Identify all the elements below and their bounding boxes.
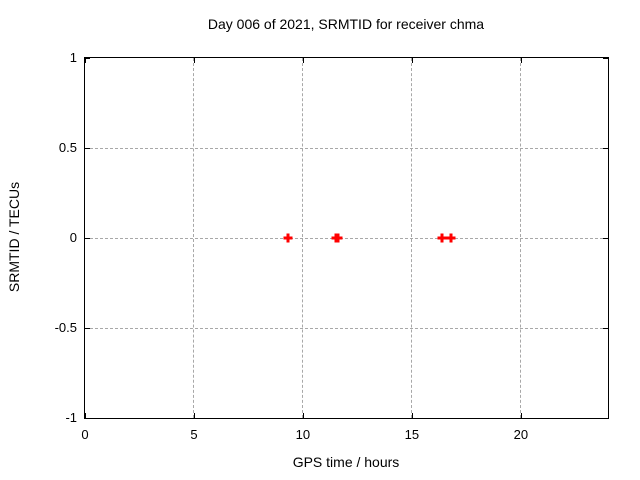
x-tick-label: 20	[513, 427, 529, 442]
y-tick-right	[603, 58, 608, 59]
x-tick-top	[193, 58, 195, 63]
x-tick-bottom	[193, 413, 195, 418]
x-tick-bottom	[520, 413, 522, 418]
x-tick-bottom	[302, 413, 304, 418]
y-tick-label: -0.5	[54, 320, 77, 335]
marker-vbar	[336, 233, 340, 243]
x-tick-label: 15	[404, 427, 420, 442]
x-tick-top	[520, 58, 522, 63]
y-tick-left	[85, 58, 90, 59]
marker-vbar	[440, 233, 444, 243]
marker-vbar	[449, 233, 453, 243]
y-tick-right	[603, 238, 608, 239]
x-axis-label: GPS time / hours	[292, 454, 400, 470]
x-tick-bottom	[411, 413, 413, 418]
data-point-marker	[333, 233, 343, 243]
x-tick-top	[302, 58, 304, 63]
x-tick-label: 5	[190, 427, 198, 442]
x-tick-top	[85, 58, 86, 63]
y-tick-label: 0.5	[58, 140, 77, 155]
y-tick-right	[603, 418, 608, 419]
y-gridline	[85, 237, 608, 239]
marker-vbar	[286, 233, 290, 243]
y-tick-label: 0	[69, 230, 77, 245]
y-tick-right	[603, 328, 608, 329]
plot-area: 0 5 10 15 20 -1 -0.5 0 0.5 1	[55, 50, 609, 442]
x-tick-label: 0	[81, 427, 89, 442]
x-tick-top	[411, 58, 413, 63]
y-gridline	[85, 147, 608, 149]
chart-title: Day 006 of 2021, SRMTID for receiver chm…	[207, 16, 485, 32]
y-tick-left	[85, 418, 90, 419]
data-point-marker	[437, 233, 447, 243]
x-tick-label: 10	[295, 427, 311, 442]
y-tick-left	[85, 328, 90, 329]
y-gridline	[85, 327, 608, 329]
x-tick-bottom	[85, 413, 86, 418]
y-tick-label: 1	[69, 50, 77, 65]
data-point-marker	[283, 233, 293, 243]
y-tick-left	[85, 148, 90, 149]
y-tick-left	[85, 238, 90, 239]
y-tick-right	[603, 148, 608, 149]
data-point-marker	[446, 233, 456, 243]
y-tick-label: -1	[65, 410, 77, 425]
